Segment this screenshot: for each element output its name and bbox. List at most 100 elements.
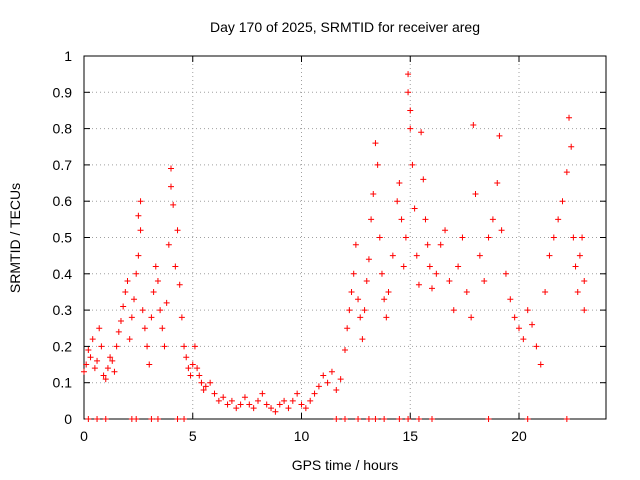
data-point xyxy=(324,379,331,386)
data-point xyxy=(183,354,190,361)
data-point xyxy=(220,394,227,401)
data-point xyxy=(385,288,392,295)
data-point xyxy=(102,376,109,383)
data-point xyxy=(396,180,403,187)
data-point xyxy=(174,416,181,422)
data-point xyxy=(394,198,401,205)
data-point xyxy=(320,372,327,379)
data-point xyxy=(442,227,449,234)
data-point xyxy=(163,299,170,306)
data-point xyxy=(302,405,309,412)
data-point xyxy=(228,397,235,404)
data-point xyxy=(111,368,118,375)
data-point xyxy=(422,216,429,223)
data-point xyxy=(137,198,144,205)
data-point xyxy=(429,285,435,292)
data-point xyxy=(350,270,357,277)
data-point xyxy=(215,397,222,404)
data-point xyxy=(289,397,296,404)
y-axis-label: SRMTID / TECUs xyxy=(7,183,23,293)
data-point xyxy=(498,227,505,234)
data-point xyxy=(207,379,214,386)
data-point xyxy=(433,270,440,277)
data-point xyxy=(566,114,573,121)
data-point xyxy=(94,357,101,364)
data-point xyxy=(272,408,279,415)
axis-ticks: 0 5 10 15 20 0 0.1 0.2 0.3 0.4 0.5 0.6 0.7 0.8 0.9 1 xyxy=(53,48,606,444)
data-point xyxy=(168,165,174,172)
data-point xyxy=(185,365,192,372)
data-point xyxy=(450,307,457,314)
data-point xyxy=(281,397,288,404)
data-point xyxy=(413,252,420,259)
data-point xyxy=(148,416,155,422)
data-point xyxy=(368,216,375,223)
data-point xyxy=(348,288,355,295)
data-point xyxy=(246,401,253,408)
data-point xyxy=(485,234,492,241)
data-point xyxy=(135,252,142,259)
data-point xyxy=(189,361,196,368)
y-tick-label: 0.6 xyxy=(53,193,73,209)
data-point xyxy=(489,216,496,223)
data-point xyxy=(298,401,305,408)
data-point xyxy=(241,394,248,401)
data-point xyxy=(529,321,536,328)
data-point xyxy=(133,416,140,422)
y-tick-label: 0.3 xyxy=(53,302,73,318)
data-point xyxy=(516,325,522,332)
data-point xyxy=(165,241,172,248)
data-point xyxy=(357,314,364,321)
data-point xyxy=(550,234,557,241)
data-point xyxy=(259,390,266,397)
data-point xyxy=(237,401,244,408)
data-point xyxy=(102,416,109,422)
chart-title: Day 170 of 2025, SRMTID for receiver are… xyxy=(210,19,480,35)
data-point xyxy=(415,416,422,422)
data-point xyxy=(507,296,514,303)
data-point xyxy=(148,314,155,321)
data-point xyxy=(198,379,205,386)
data-point xyxy=(85,416,92,422)
data-point xyxy=(157,307,164,314)
data-point xyxy=(542,288,549,295)
data-point xyxy=(355,296,362,303)
data-point xyxy=(120,303,127,310)
data-point xyxy=(411,205,418,212)
data-point xyxy=(568,143,575,150)
data-point xyxy=(363,278,370,285)
data-point xyxy=(581,278,588,285)
data-point xyxy=(154,278,161,285)
data-point xyxy=(376,234,383,241)
data-point xyxy=(200,386,207,393)
data-point xyxy=(285,405,292,412)
data-point xyxy=(359,336,366,343)
data-point xyxy=(372,140,379,147)
data-point xyxy=(191,343,198,350)
x-tick-label: 5 xyxy=(189,428,197,444)
data-point xyxy=(415,281,422,288)
data-points xyxy=(81,71,588,422)
data-point xyxy=(365,256,372,263)
data-point xyxy=(328,368,335,375)
data-point xyxy=(524,307,531,314)
data-point xyxy=(187,372,194,379)
data-point xyxy=(361,307,368,314)
data-point xyxy=(418,129,425,136)
data-point xyxy=(346,307,353,314)
data-point xyxy=(333,386,340,393)
data-point xyxy=(107,354,114,361)
y-tick-label: 0.8 xyxy=(53,121,73,137)
data-point xyxy=(446,278,453,285)
data-point xyxy=(89,336,96,343)
data-point xyxy=(150,288,157,295)
data-point xyxy=(115,328,122,335)
data-point xyxy=(559,198,566,205)
data-point xyxy=(141,325,148,332)
data-point xyxy=(96,325,103,332)
y-tick-label: 0.5 xyxy=(53,230,73,246)
data-point xyxy=(389,252,396,259)
data-point xyxy=(407,125,414,132)
y-tick-label: 0.4 xyxy=(53,266,73,282)
data-point xyxy=(537,361,544,368)
